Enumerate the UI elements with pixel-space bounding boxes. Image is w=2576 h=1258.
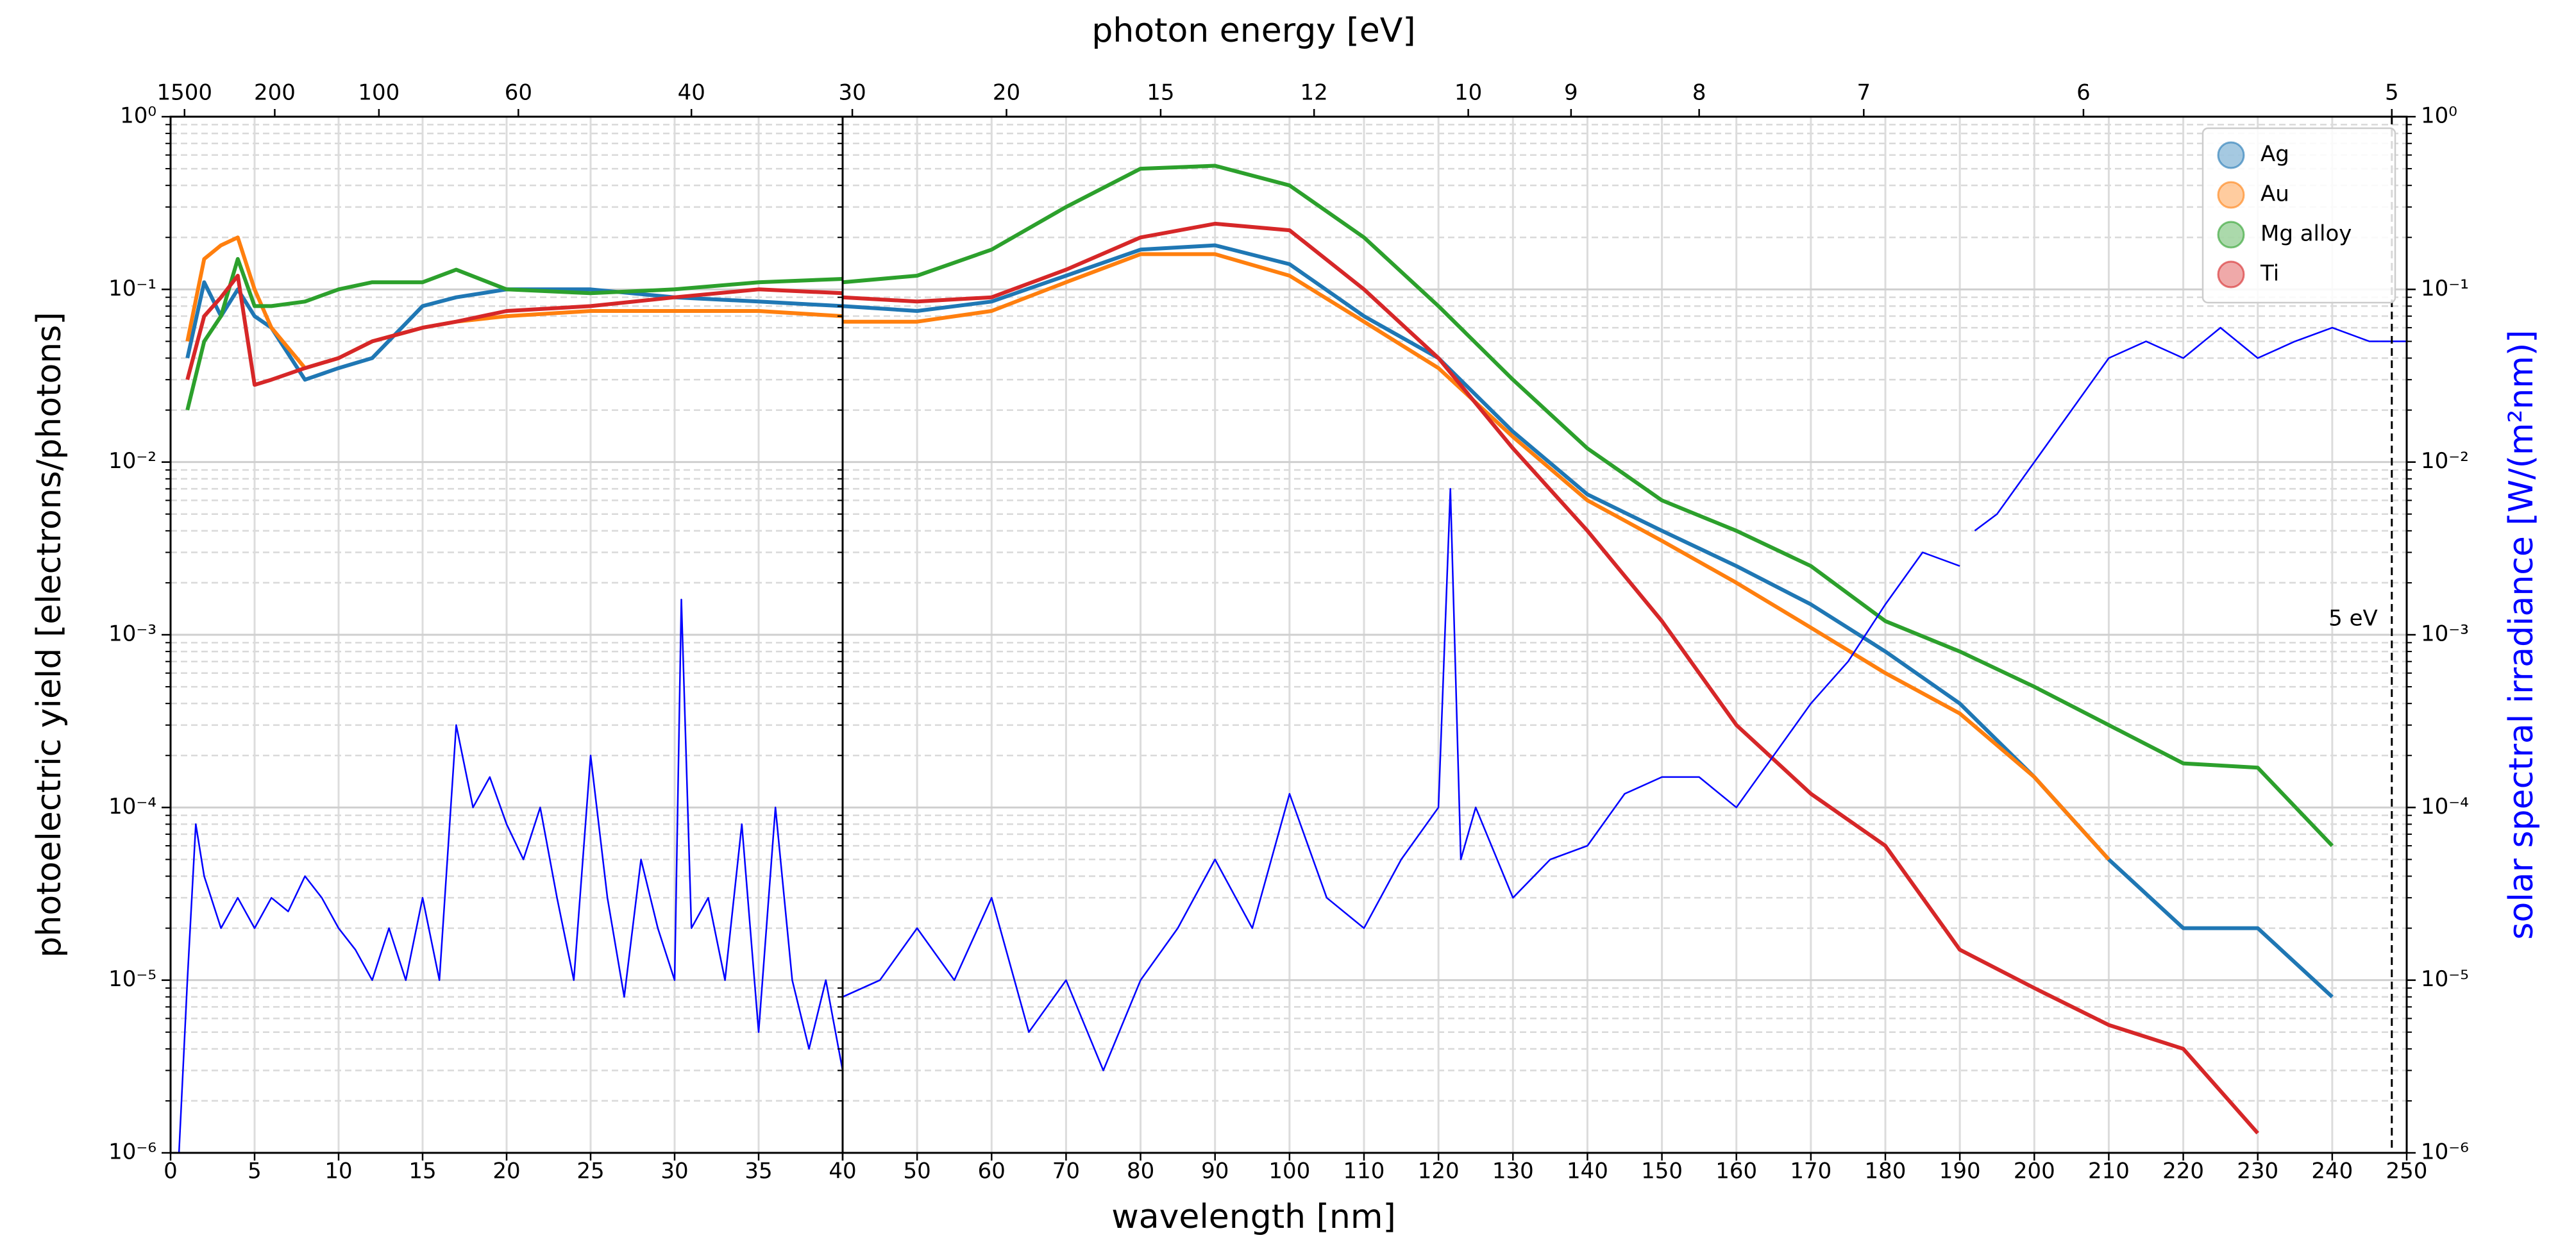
x-tick-label: 160 <box>1715 1159 1757 1184</box>
y2-tick-label: 10⁻⁶ <box>2421 1139 2469 1165</box>
x2-tick-label: 7 <box>1856 80 1871 106</box>
x2-tick-label: 10 <box>1454 80 1482 106</box>
x-tick-label: 0 <box>164 1159 178 1184</box>
x2-tick-label: 6 <box>2076 80 2091 106</box>
y2-tick-label: 10⁰ <box>2421 103 2457 129</box>
y2-tick-label: 10⁻⁴ <box>2421 794 2469 819</box>
y-tick-label: 10⁻² <box>108 448 156 474</box>
x2-tick-label: 40 <box>678 80 705 106</box>
x-tick-label: 60 <box>978 1159 1006 1184</box>
x-tick-label: 190 <box>1939 1159 1981 1184</box>
irradiance-line <box>178 598 844 1153</box>
x-tick-label: 30 <box>661 1159 688 1184</box>
x2-tick-label: 8 <box>1692 80 1706 106</box>
legend-label: Ag <box>2260 142 2289 167</box>
annotation-text: 5 eV <box>2328 606 2378 632</box>
yield-line <box>185 274 843 387</box>
x-tick-label: 110 <box>1343 1159 1385 1184</box>
yield-line <box>842 164 2334 848</box>
legend-label: Mg alloy <box>2260 221 2352 247</box>
x2-tick-label: 15 <box>1147 80 1174 106</box>
x-tick-label: 200 <box>2014 1159 2055 1184</box>
legend-marker <box>2217 260 2245 289</box>
x2-tick-label: 100 <box>358 80 400 106</box>
x-tick-label: 180 <box>1865 1159 1907 1184</box>
y-axis-label: photoelectric yield [electrons/photons] <box>30 312 69 957</box>
x-tick-label: 120 <box>1418 1159 1460 1184</box>
x-tick-label: 70 <box>1052 1159 1080 1184</box>
y2-tick-label: 10⁻¹ <box>2421 276 2469 301</box>
x-tick-label: 10 <box>324 1159 352 1184</box>
x-tick-label: 210 <box>2088 1159 2130 1184</box>
yield-line <box>842 221 2259 1135</box>
x-tick-label: 40 <box>829 1159 856 1184</box>
x2-tick-label: 30 <box>838 80 866 106</box>
x-tick-label: 240 <box>2311 1159 2353 1184</box>
x-tick-label: 90 <box>1201 1159 1229 1184</box>
x-tick-label: 140 <box>1567 1159 1608 1184</box>
x-tick-label: 25 <box>577 1159 604 1184</box>
legend-label: Ti <box>2260 261 2279 287</box>
y2-tick-label: 10⁻² <box>2421 448 2469 474</box>
x-axis-label: wavelength [nm] <box>1111 1198 1396 1236</box>
legend-marker <box>2217 221 2245 249</box>
x-tick-label: 20 <box>492 1159 520 1184</box>
x-tick-label: 230 <box>2237 1159 2278 1184</box>
irradiance-line <box>842 326 2407 1071</box>
y2-tick-label: 10⁻⁵ <box>2421 966 2469 992</box>
legend-marker <box>2217 181 2245 209</box>
x2-tick-label: 200 <box>254 80 296 106</box>
y-tick-label: 10⁻⁴ <box>108 794 156 819</box>
x2-axis-label: photon energy [eV] <box>1091 12 1415 50</box>
plot-frame <box>841 115 2408 1154</box>
x-tick-label: 35 <box>745 1159 772 1184</box>
x-tick-label: 130 <box>1492 1159 1534 1184</box>
x-tick-label: 100 <box>1268 1159 1310 1184</box>
y-tick-label: 10⁻³ <box>108 621 156 647</box>
x-tick-label: 250 <box>2386 1159 2428 1184</box>
y-tick-label: 10⁰ <box>120 103 156 129</box>
legend-box <box>2201 127 2396 304</box>
x-tick-label: 150 <box>1641 1159 1683 1184</box>
x2-tick-label: 1500 <box>156 80 212 106</box>
x2-tick-label: 5 <box>2385 80 2399 106</box>
y2-axis-label: solar spectral irradiance [W/(m²nm)] <box>2502 330 2541 939</box>
yield-line <box>185 256 843 411</box>
x2-tick-label: 20 <box>993 80 1020 106</box>
x-tick-label: 80 <box>1127 1159 1154 1184</box>
x2-tick-label: 12 <box>1301 80 1328 106</box>
y-tick-label: 10⁻¹ <box>108 276 156 301</box>
x-tick-label: 5 <box>248 1159 262 1184</box>
x-tick-label: 170 <box>1790 1159 1831 1184</box>
x-tick-label: 15 <box>408 1159 436 1184</box>
y2-tick-label: 10⁻³ <box>2421 621 2469 647</box>
y-tick-label: 10⁻⁵ <box>108 966 156 992</box>
x-tick-label: 220 <box>2162 1159 2204 1184</box>
legend-label: Au <box>2260 181 2289 207</box>
yield-line <box>185 280 843 382</box>
x2-tick-label: 60 <box>505 80 532 106</box>
y-tick-label: 10⁻⁶ <box>108 1139 156 1165</box>
x2-tick-label: 9 <box>1564 80 1578 106</box>
x-tick-label: 50 <box>904 1159 931 1184</box>
legend-marker <box>2217 141 2245 169</box>
